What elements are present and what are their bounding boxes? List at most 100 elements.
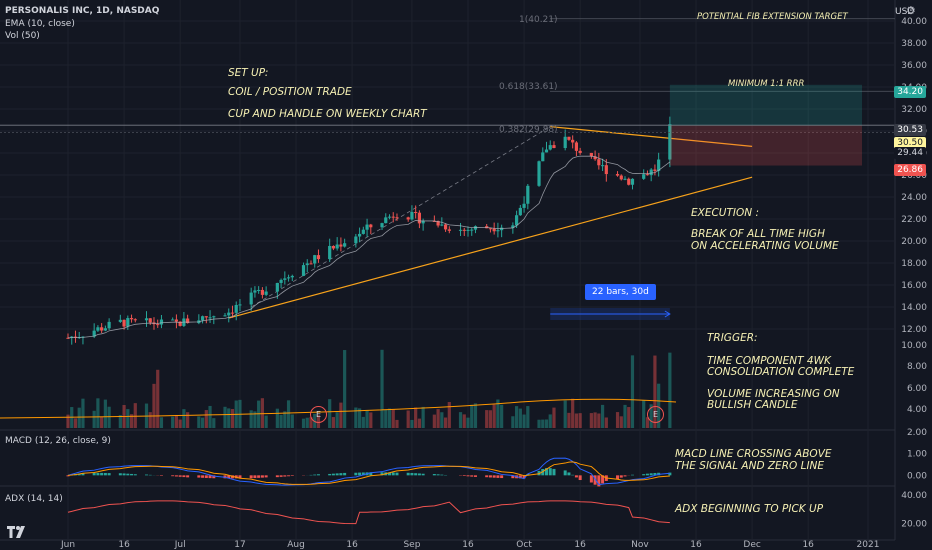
candle-body xyxy=(642,174,646,179)
earnings-marker-nov[interactable]: E xyxy=(647,406,664,423)
candle-body xyxy=(238,304,242,306)
candle-body xyxy=(571,139,575,143)
volume-bar xyxy=(645,417,650,428)
macd-histogram-bar xyxy=(567,472,571,476)
volume-bar xyxy=(488,410,493,428)
volume-bar xyxy=(395,419,399,428)
trigger-line4: BULLISH CANDLE xyxy=(707,399,798,411)
price-label-stop: 26.86 xyxy=(894,164,926,176)
volume-bar xyxy=(107,406,111,428)
candle-body xyxy=(668,124,672,160)
price-label-target: 34.20 xyxy=(894,86,926,98)
candle-body xyxy=(148,318,152,323)
x-tick-label: Aug xyxy=(287,540,305,550)
volume-bar xyxy=(361,416,365,428)
macd-histogram-bar xyxy=(563,470,567,476)
volume-bar xyxy=(197,416,201,428)
volume-bar xyxy=(73,418,78,428)
candle-body xyxy=(511,225,515,228)
macd-histogram-bar xyxy=(133,474,137,476)
volume-bar xyxy=(230,409,235,428)
macd-histogram-bar xyxy=(645,473,649,476)
candle-body xyxy=(339,244,343,247)
candle-body xyxy=(619,175,623,180)
macd-histogram-bar xyxy=(492,475,496,478)
volume-bar xyxy=(133,403,137,428)
trigger-line3: VOLUME INCREASING ON xyxy=(707,388,840,400)
candle-body xyxy=(597,159,601,166)
candle-body xyxy=(518,207,522,216)
volume-bar xyxy=(335,412,339,428)
candle-body xyxy=(496,230,500,232)
settings-gear-icon[interactable]: ⚙ xyxy=(906,4,916,17)
macd-histogram-bar xyxy=(548,468,552,476)
macd-histogram-bar xyxy=(227,475,231,479)
trigger-title: TRIGGER: xyxy=(707,332,758,344)
volume-bar xyxy=(118,415,122,428)
candle-body xyxy=(354,236,358,244)
x-tick-label: Oct xyxy=(516,540,532,550)
fib-382-label: 0.382(29.88) xyxy=(499,125,558,135)
macd-histogram-bar xyxy=(421,473,425,476)
macd-histogram-bar xyxy=(616,475,620,480)
price-label-last: 30.50 xyxy=(894,137,926,149)
macd-histogram-bar xyxy=(545,468,549,476)
macd-histogram-bar xyxy=(81,473,85,476)
volume-bar xyxy=(369,412,373,428)
range-measure-label[interactable]: 22 bars, 30d xyxy=(585,284,656,300)
min-rrr-note: MINIMUM 1:1 RRR xyxy=(728,79,805,89)
volume-bar xyxy=(485,410,489,428)
macd-histogram-bar xyxy=(264,475,268,478)
macd-histogram-bar xyxy=(387,472,391,476)
trade-overlay xyxy=(0,18,895,320)
candle-body xyxy=(290,275,294,278)
volume-bar xyxy=(630,355,635,428)
macd-histogram-bar xyxy=(174,475,178,477)
macd-histogram-bar xyxy=(290,475,294,476)
macd-histogram-bar xyxy=(313,474,317,476)
volume-bar xyxy=(200,417,205,428)
macd-histogram-bar xyxy=(354,472,358,476)
volume-bar xyxy=(384,409,388,428)
volume-bar xyxy=(309,417,313,428)
candle-body xyxy=(473,226,478,230)
macd-histogram-bar xyxy=(406,472,410,476)
setup-line2: CUP AND HANDLE ON WEEKLY CHART xyxy=(228,108,427,120)
candle-body xyxy=(552,145,556,149)
candle-body xyxy=(361,229,365,234)
adx-tick-label: 40.00 xyxy=(901,491,927,501)
price-label-high: 30.53 xyxy=(894,124,926,136)
volume-bar xyxy=(432,414,436,428)
volume-bar xyxy=(253,411,257,428)
candle-body xyxy=(316,255,321,260)
macd-histogram-bar xyxy=(361,472,365,476)
x-tick-label: Nov xyxy=(631,540,649,550)
earnings-marker-aug[interactable]: E xyxy=(310,406,327,423)
macd-pane xyxy=(66,457,672,487)
macd-histogram-bar xyxy=(178,475,182,477)
candle-body xyxy=(578,150,582,153)
volume-bar xyxy=(600,404,605,428)
candles xyxy=(66,116,672,345)
fib-base-line xyxy=(250,126,551,308)
candle-body xyxy=(627,178,631,185)
macd-histogram-bar xyxy=(182,475,186,478)
y-tick-label: 22.00 xyxy=(901,215,927,225)
volume-bar xyxy=(627,407,631,428)
macd-histogram-bar xyxy=(500,475,504,479)
candle-body xyxy=(395,217,399,219)
candle-body xyxy=(615,174,620,176)
volume-bar xyxy=(391,409,395,428)
volume-bar xyxy=(623,404,627,428)
macd-tick-label: 0.00 xyxy=(907,471,927,481)
macd-histogram-bar xyxy=(171,475,175,477)
trigger-line1: TIME COMPONENT 4WK xyxy=(707,355,831,367)
candle-body xyxy=(305,263,309,266)
candle-body xyxy=(335,244,339,249)
volume-bar xyxy=(417,418,422,428)
volume-bar xyxy=(414,407,418,428)
y-tick-label: 38.00 xyxy=(901,39,927,49)
candle-body xyxy=(657,159,661,171)
macd-histogram-bar xyxy=(619,475,623,478)
